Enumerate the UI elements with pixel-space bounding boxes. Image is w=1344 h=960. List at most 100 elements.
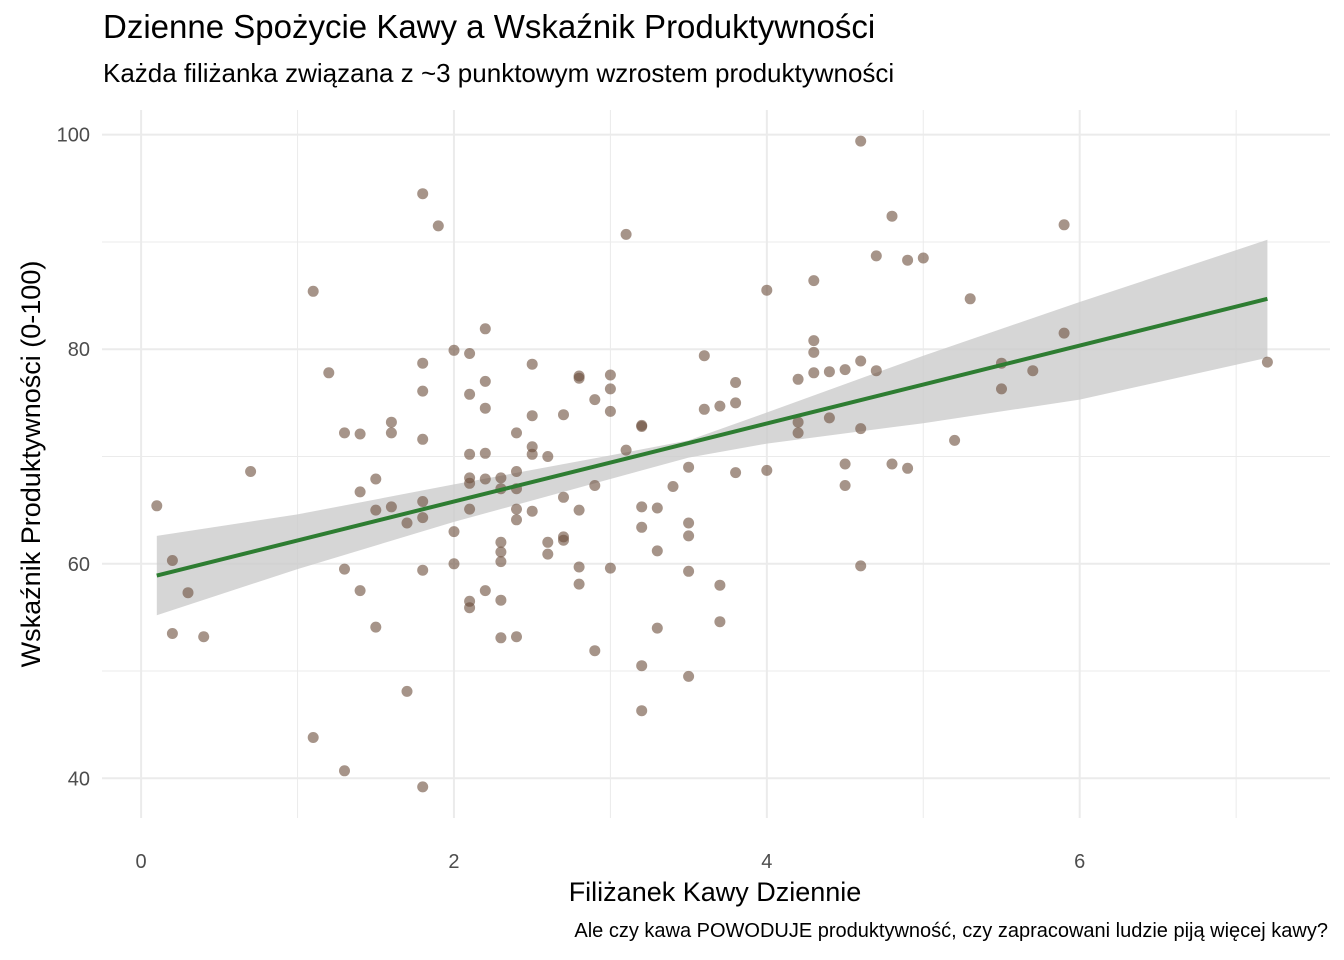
data-point xyxy=(385,501,397,513)
data-point xyxy=(636,521,648,533)
data-point xyxy=(1261,356,1273,368)
data-point xyxy=(761,284,773,296)
data-point xyxy=(307,732,319,743)
data-point xyxy=(573,561,585,573)
data-point xyxy=(651,545,663,557)
data-point xyxy=(589,480,601,491)
data-point xyxy=(808,335,820,347)
data-point xyxy=(417,781,429,793)
data-point xyxy=(417,512,429,524)
data-point xyxy=(573,372,585,384)
data-point xyxy=(1058,327,1070,339)
data-point xyxy=(683,517,695,529)
data-point xyxy=(339,765,350,777)
data-point xyxy=(558,409,569,421)
data-point xyxy=(855,135,867,147)
data-point xyxy=(917,252,929,264)
data-point xyxy=(526,410,538,422)
data-point xyxy=(886,458,898,470)
data-point xyxy=(870,365,882,377)
data-point xyxy=(604,369,616,381)
data-point xyxy=(902,462,914,474)
data-point xyxy=(808,367,820,379)
data-point xyxy=(651,502,663,514)
data-point xyxy=(558,491,569,503)
data-point xyxy=(714,616,726,628)
data-point xyxy=(996,383,1007,395)
data-point xyxy=(401,685,413,697)
confidence-band-group xyxy=(156,239,1268,616)
data-point xyxy=(511,503,522,515)
confidence-band xyxy=(156,239,1268,616)
data-point xyxy=(479,447,491,459)
data-point xyxy=(1027,365,1039,377)
data-point xyxy=(245,466,257,477)
data-point xyxy=(370,621,382,633)
data-point xyxy=(354,428,366,440)
data-point xyxy=(683,461,695,473)
data-point xyxy=(683,530,695,542)
trend-line xyxy=(156,296,1268,578)
chart-subtitle: Każda filiżanka związana z ~3 punktowym … xyxy=(103,58,895,88)
data-point xyxy=(511,631,522,643)
data-point xyxy=(761,464,773,476)
data-point xyxy=(151,500,163,512)
data-point xyxy=(620,444,632,456)
data-point xyxy=(354,585,366,597)
data-point xyxy=(792,373,804,385)
data-point xyxy=(604,405,616,417)
data-point xyxy=(730,467,742,479)
data-point xyxy=(479,375,491,387)
tick-labels-group: 0 2 4 6 40 60 80 100 xyxy=(57,125,1086,873)
data-point xyxy=(479,323,491,335)
data-point xyxy=(714,400,726,412)
data-point xyxy=(636,421,648,432)
data-points-group xyxy=(151,135,1273,793)
data-point xyxy=(385,416,397,428)
data-point xyxy=(401,517,413,529)
data-point xyxy=(683,565,695,577)
data-point xyxy=(636,705,648,717)
data-point xyxy=(792,416,804,428)
data-point xyxy=(511,514,522,526)
data-point xyxy=(464,503,476,515)
data-point xyxy=(589,394,601,406)
data-point xyxy=(464,348,476,359)
data-point xyxy=(651,622,663,634)
y-tick-label: 80 xyxy=(68,339,90,361)
y-tick-label: 60 xyxy=(68,554,90,576)
data-point xyxy=(339,563,350,575)
data-point xyxy=(855,423,867,435)
data-point xyxy=(839,364,851,376)
data-point xyxy=(448,558,460,570)
data-point xyxy=(604,383,616,395)
data-point xyxy=(855,355,867,367)
y-axis-title: Wskaźnik Produktywności (0-100) xyxy=(16,261,46,668)
data-point xyxy=(511,466,522,477)
x-tick-label: 4 xyxy=(761,851,772,873)
data-point xyxy=(526,358,538,370)
data-point xyxy=(730,377,742,388)
data-point xyxy=(808,275,820,287)
data-point xyxy=(370,473,382,485)
data-point xyxy=(464,448,476,460)
data-point xyxy=(417,433,429,445)
data-point xyxy=(855,560,867,572)
data-point xyxy=(511,427,522,439)
data-point xyxy=(636,501,648,513)
data-point xyxy=(542,536,554,548)
data-point xyxy=(182,587,194,599)
data-point xyxy=(323,367,335,379)
data-point xyxy=(573,578,585,590)
data-point xyxy=(448,526,460,538)
data-point xyxy=(620,228,632,240)
data-point xyxy=(542,451,554,462)
x-tick-label: 2 xyxy=(448,851,459,873)
data-point xyxy=(417,496,429,507)
data-point xyxy=(573,504,585,516)
data-point xyxy=(526,505,538,517)
data-point xyxy=(417,385,429,397)
data-point xyxy=(558,534,569,546)
data-point xyxy=(417,357,429,369)
